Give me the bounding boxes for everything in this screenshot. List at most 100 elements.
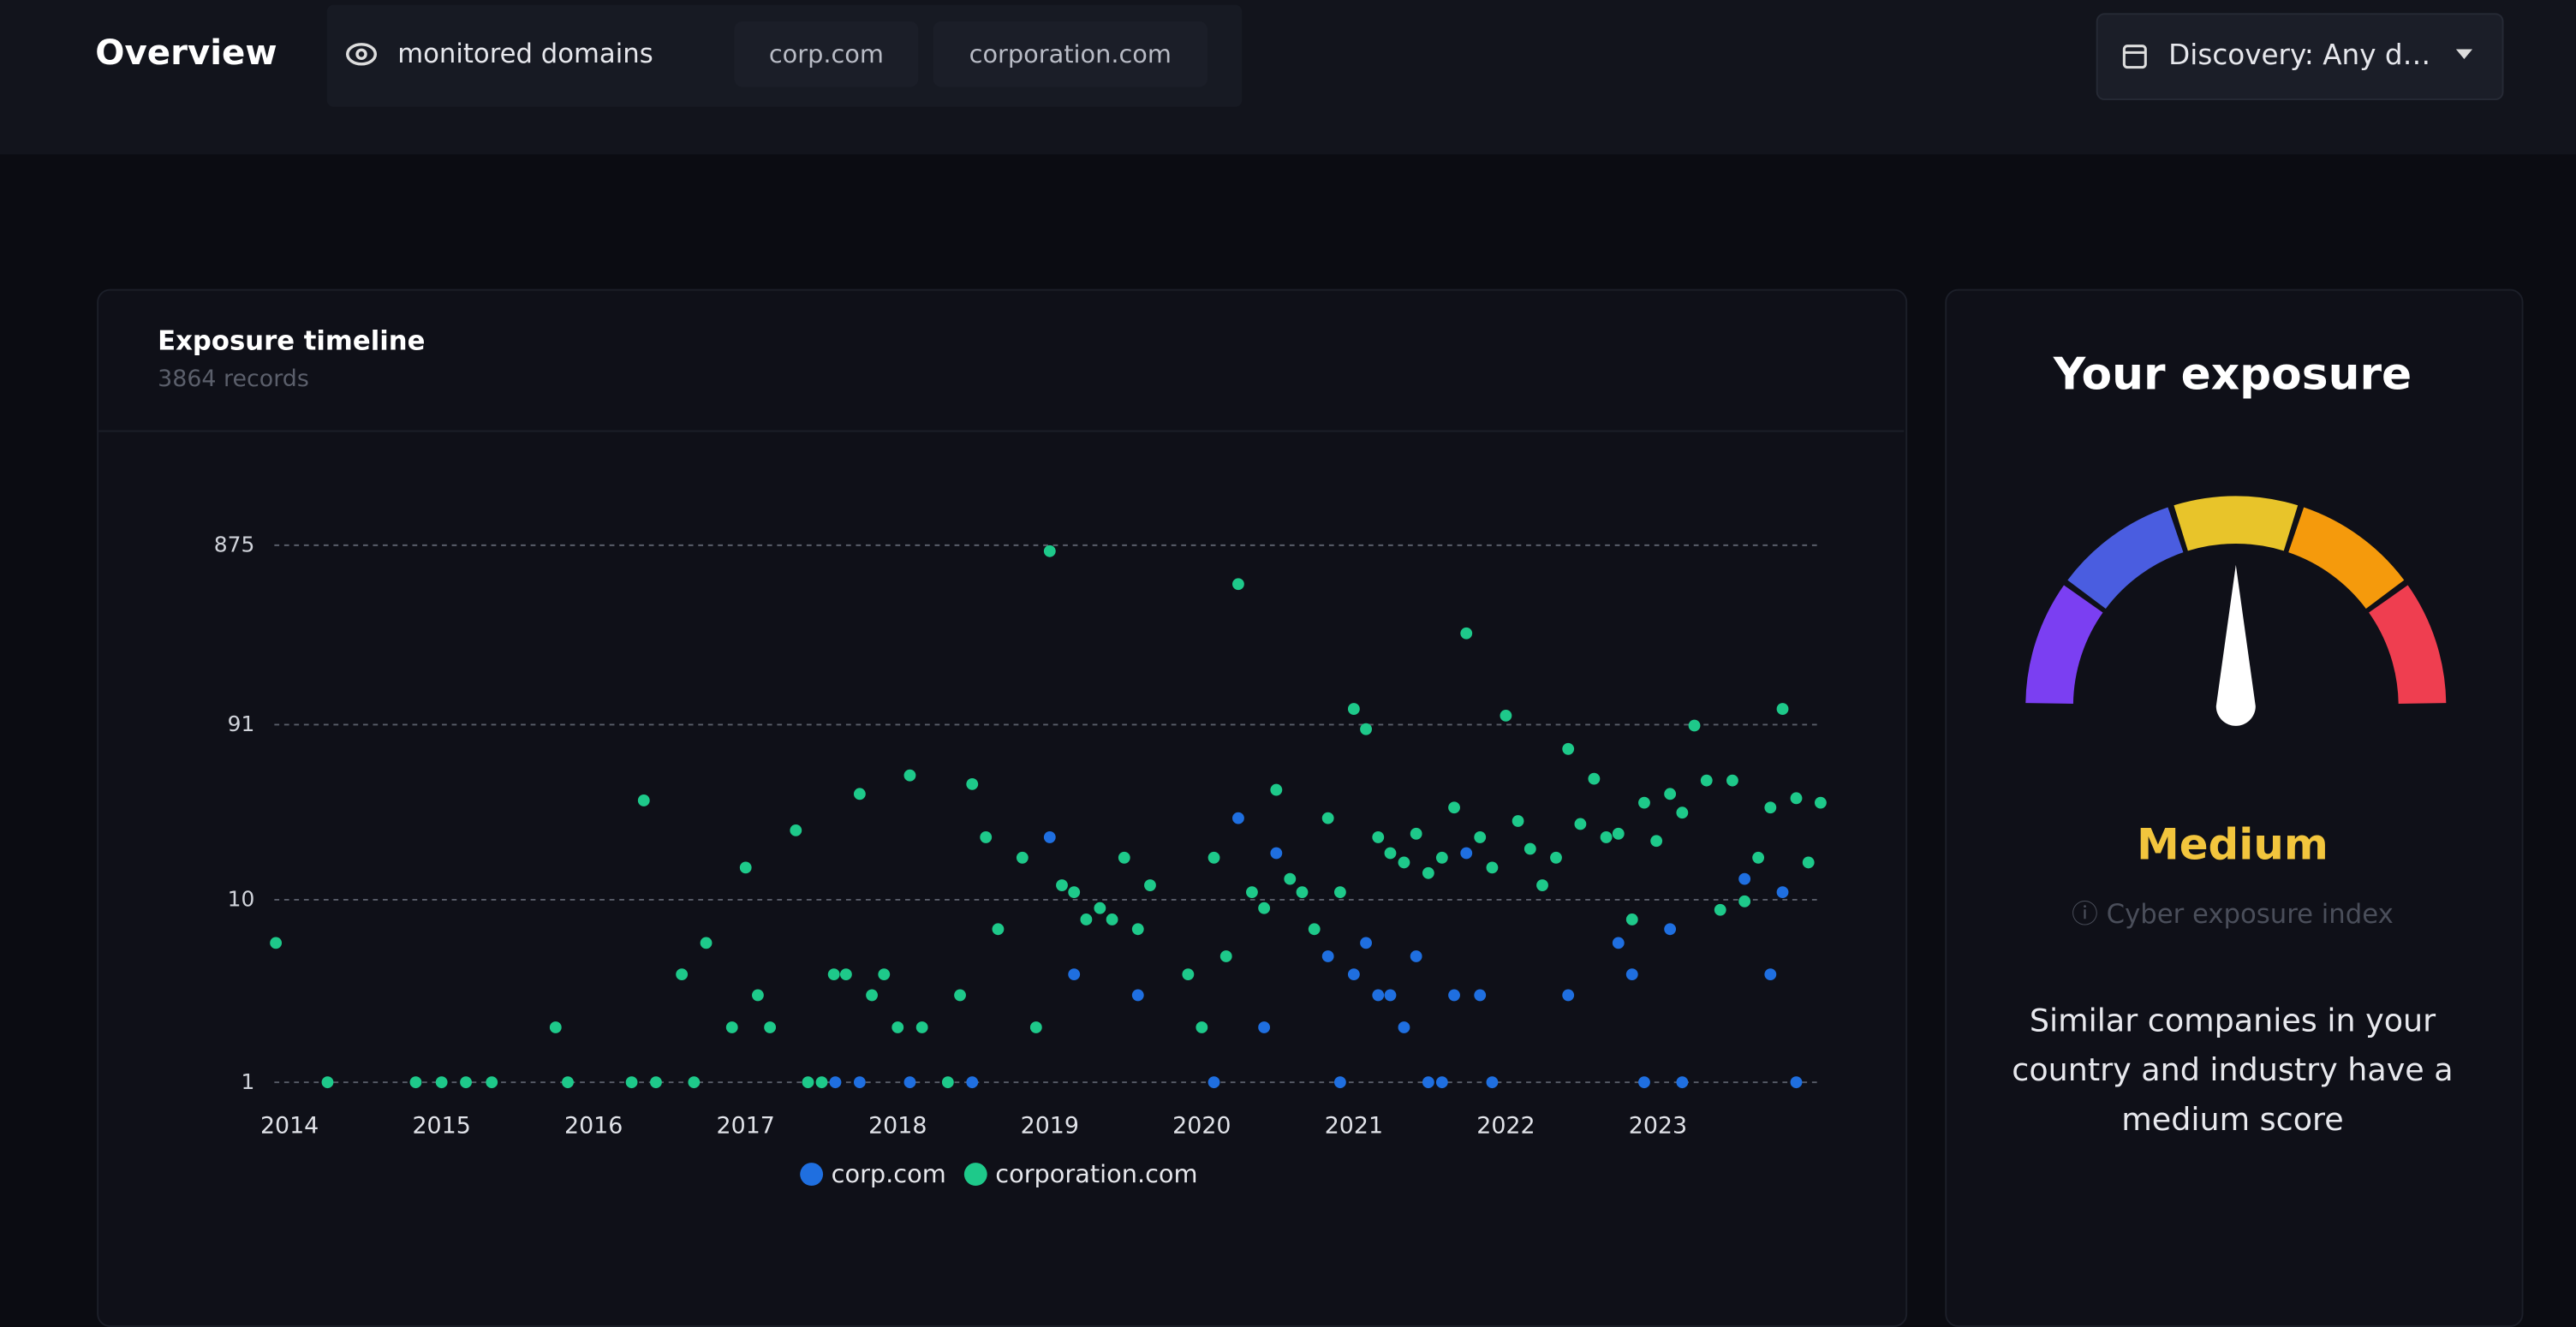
- domain-chip[interactable]: corp.com: [734, 21, 919, 87]
- data-point: [815, 1076, 828, 1089]
- data-point: [1398, 1021, 1410, 1033]
- data-point: [1562, 989, 1575, 1002]
- data-point: [827, 968, 840, 981]
- domain-chip[interactable]: corporation.com: [933, 21, 1208, 87]
- data-point: [1612, 937, 1625, 949]
- data-point: [409, 1076, 422, 1089]
- data-point: [853, 788, 866, 800]
- data-point: [802, 1076, 814, 1089]
- data-point: [1638, 796, 1650, 809]
- legend-label: corp.com: [832, 1159, 946, 1188]
- data-point: [700, 937, 713, 949]
- data-point: [676, 968, 689, 981]
- data-point: [1460, 847, 1473, 860]
- timeline-card: [97, 289, 1908, 1327]
- data-point: [270, 937, 283, 949]
- data-point: [1118, 851, 1130, 864]
- data-point: [1638, 1076, 1650, 1089]
- data-point: [1372, 831, 1385, 843]
- gauge-needle: [2215, 564, 2256, 726]
- data-point: [1474, 831, 1487, 843]
- data-point: [1068, 968, 1081, 981]
- data-point: [460, 1076, 472, 1089]
- data-point: [992, 923, 1005, 936]
- exposure-description: Similar companies in your country and in…: [2012, 1003, 2454, 1139]
- eye-icon: [345, 43, 378, 66]
- legend-label: corporation.com: [995, 1159, 1197, 1188]
- data-point: [1068, 886, 1081, 899]
- y-tick-label: 1: [241, 1069, 254, 1094]
- chart-subtitle: 3864 records: [158, 366, 309, 393]
- data-point: [878, 968, 891, 981]
- data-point: [1814, 796, 1827, 809]
- data-point: [1764, 801, 1777, 814]
- data-point: [1308, 923, 1321, 936]
- x-tick-label: 2023: [1629, 1113, 1687, 1140]
- date-filter[interactable]: [2096, 13, 2504, 101]
- data-point: [1196, 1021, 1208, 1033]
- x-tick-label: 2016: [564, 1113, 623, 1140]
- data-point: [1625, 968, 1638, 981]
- data-point: [1094, 902, 1106, 914]
- data-point: [1182, 968, 1195, 981]
- data-point: [1246, 886, 1258, 899]
- data-point: [1270, 783, 1283, 796]
- y-tick-label: 91: [228, 711, 255, 736]
- dropdown-arrow: [2455, 49, 2473, 60]
- chart: 1 10 91 875 2014 2015 2016 2017 2018 2019 2020 2021…: [214, 496, 2447, 1188]
- legend-swatch: [800, 1163, 824, 1187]
- data-point: [562, 1076, 574, 1089]
- data-point: [790, 824, 802, 836]
- index-label: Cyber exposure index: [2106, 898, 2394, 930]
- data-point: [1232, 812, 1244, 824]
- data-point: [1790, 1076, 1803, 1089]
- data-point: [435, 1076, 448, 1089]
- data-point: [1270, 847, 1283, 860]
- data-point: [1144, 879, 1156, 891]
- data-point: [1776, 703, 1789, 715]
- data-point: [1802, 856, 1815, 869]
- data-point: [1764, 968, 1777, 981]
- data-point: [1208, 851, 1220, 864]
- data-point: [1360, 937, 1372, 949]
- data-point: [486, 1076, 498, 1089]
- page-title: Overview: [95, 33, 277, 73]
- data-point: [1776, 886, 1789, 899]
- data-point: [1258, 1021, 1271, 1033]
- data-point: [966, 777, 979, 790]
- gauge-segment: [2025, 585, 2103, 705]
- x-tick-label: 2022: [1476, 1113, 1535, 1140]
- data-point: [1676, 806, 1689, 819]
- data-point: [1486, 861, 1499, 874]
- x-tick-label: 2015: [412, 1113, 470, 1140]
- data-point: [1347, 968, 1360, 981]
- gauge-segment: [2288, 507, 2405, 609]
- data-point: [688, 1076, 701, 1089]
- gauge-segment: [2369, 585, 2447, 705]
- data-point: [1321, 950, 1334, 962]
- calendar-icon: [2122, 45, 2147, 69]
- data-point: [1347, 703, 1360, 715]
- data-point: [1333, 1076, 1346, 1089]
- x-tick-label: 2018: [868, 1113, 927, 1140]
- data-point: [1410, 950, 1422, 962]
- data-point: [1474, 989, 1487, 1002]
- data-point: [1650, 835, 1663, 848]
- data-point: [650, 1076, 662, 1089]
- data-point: [321, 1076, 334, 1089]
- card-divider: [97, 430, 1905, 432]
- data-point: [1448, 989, 1460, 1002]
- data-point: [1752, 851, 1765, 864]
- data-point: [1524, 842, 1536, 855]
- data-point: [1422, 1076, 1434, 1089]
- data-point: [1625, 913, 1638, 925]
- data-point: [1486, 1076, 1499, 1089]
- data-point: [829, 1076, 842, 1089]
- data-point: [1448, 801, 1460, 814]
- data-point: [1512, 815, 1524, 827]
- data-point: [980, 831, 993, 843]
- x-tick-label: 2020: [1172, 1113, 1231, 1140]
- data-point: [1790, 792, 1803, 805]
- data-point: [1131, 989, 1144, 1002]
- data-point: [1460, 627, 1473, 640]
